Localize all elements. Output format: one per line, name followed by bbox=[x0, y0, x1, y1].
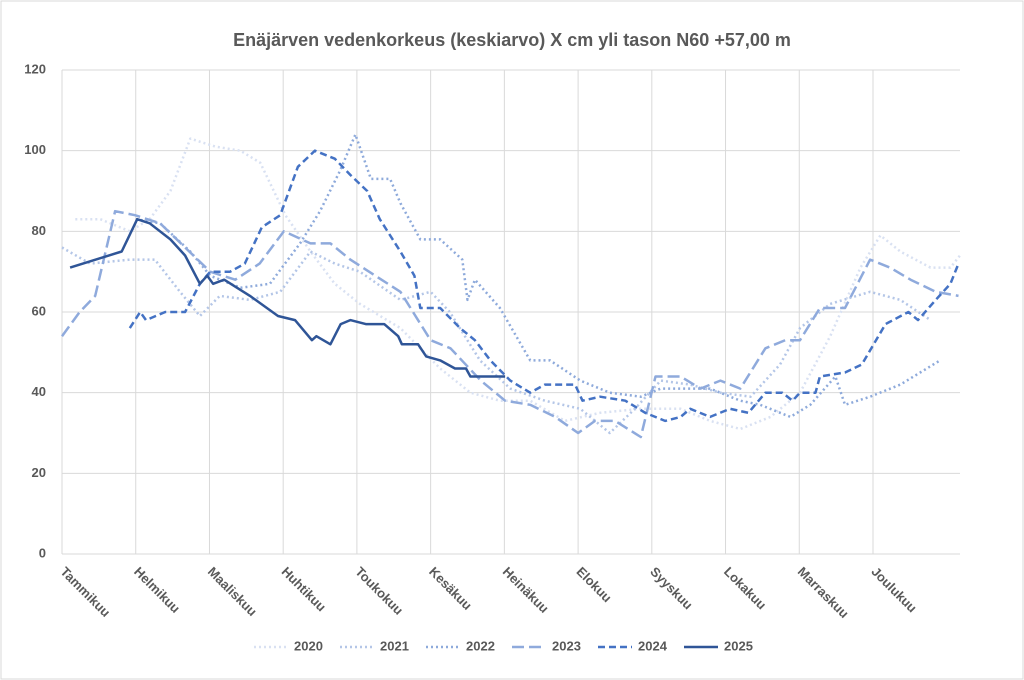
legend-label: 2023 bbox=[552, 638, 581, 653]
series-line bbox=[128, 149, 960, 423]
series-line bbox=[69, 217, 506, 378]
y-tick-label: 0 bbox=[39, 545, 46, 560]
y-tick-label: 80 bbox=[32, 223, 46, 238]
y-tick-label: 120 bbox=[24, 61, 46, 76]
legend-label: 2024 bbox=[638, 638, 668, 653]
y-tick-label: 100 bbox=[24, 142, 46, 157]
legend-label: 2020 bbox=[294, 638, 323, 653]
legend-label: 2021 bbox=[380, 638, 409, 653]
legend-label: 2022 bbox=[466, 638, 495, 653]
y-tick-label: 60 bbox=[32, 303, 46, 318]
y-tick-label: 40 bbox=[32, 384, 46, 399]
series-line bbox=[60, 209, 959, 439]
legend-label: 2025 bbox=[724, 638, 753, 653]
y-tick-label: 20 bbox=[32, 465, 46, 480]
series-line bbox=[135, 133, 941, 419]
chart-title: Enäjärven vedenkorkeus (keskiarvo) X cm … bbox=[233, 30, 791, 50]
